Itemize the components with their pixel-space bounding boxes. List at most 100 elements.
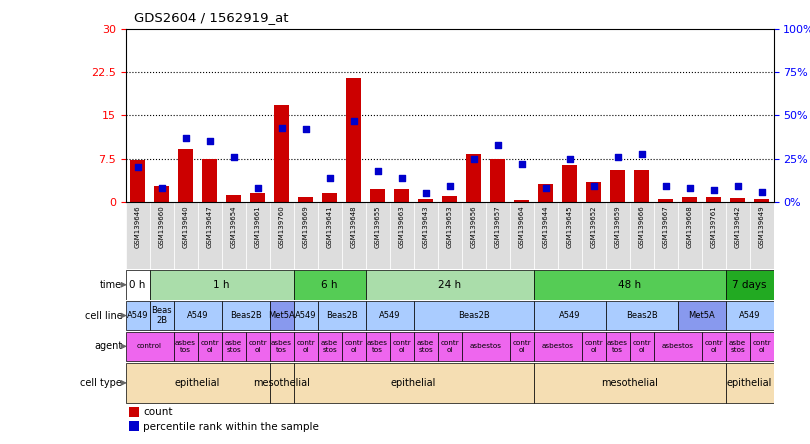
Text: GSM139669: GSM139669 — [303, 206, 309, 248]
Text: percentile rank within the sample: percentile rank within the sample — [143, 421, 319, 432]
Text: asbestos: asbestos — [542, 343, 573, 349]
Text: cell line: cell line — [84, 310, 122, 321]
Text: contr
ol: contr ol — [392, 340, 411, 353]
Point — [539, 185, 552, 192]
Bar — [726, 332, 749, 361]
Bar — [150, 301, 173, 330]
Text: Met5A: Met5A — [688, 311, 715, 320]
Text: 0 h: 0 h — [130, 280, 146, 290]
Bar — [749, 332, 774, 361]
Text: A549: A549 — [187, 311, 208, 320]
Point — [755, 188, 768, 195]
Text: GSM139655: GSM139655 — [374, 206, 381, 248]
Text: asbe
stos: asbe stos — [321, 340, 339, 353]
Bar — [629, 202, 654, 270]
Text: GSM139663: GSM139663 — [399, 206, 404, 248]
Bar — [634, 170, 649, 202]
Text: cell type: cell type — [80, 378, 122, 388]
Bar — [437, 202, 462, 270]
Text: contr
ol: contr ol — [752, 340, 771, 353]
Bar — [275, 105, 288, 202]
Text: GSM139656: GSM139656 — [471, 206, 476, 248]
Bar — [390, 332, 414, 361]
Text: agent: agent — [94, 341, 122, 351]
Text: GSM139647: GSM139647 — [207, 206, 212, 248]
Text: A549: A549 — [739, 311, 761, 320]
Text: epithelial: epithelial — [175, 378, 220, 388]
Text: GSM139660: GSM139660 — [159, 206, 164, 248]
Bar — [442, 196, 457, 202]
Point — [443, 183, 456, 190]
Bar — [202, 159, 217, 202]
Bar — [557, 202, 582, 270]
Bar — [485, 202, 509, 270]
Text: count: count — [143, 407, 173, 417]
Bar — [582, 332, 606, 361]
Bar — [129, 421, 139, 432]
Bar — [226, 195, 241, 202]
Text: asbe
stos: asbe stos — [417, 340, 434, 353]
Text: 48 h: 48 h — [618, 280, 641, 290]
Text: contr
ol: contr ol — [248, 340, 267, 353]
Bar — [611, 170, 625, 202]
Bar — [129, 407, 139, 417]
Text: GSM139640: GSM139640 — [182, 206, 189, 248]
Bar — [726, 270, 774, 300]
Text: asbestos: asbestos — [662, 343, 693, 349]
Point — [179, 135, 192, 142]
Bar — [682, 198, 697, 202]
Text: contr
ol: contr ol — [632, 340, 651, 353]
Text: Beas2B: Beas2B — [230, 311, 262, 320]
Bar — [173, 301, 222, 330]
Bar — [462, 202, 485, 270]
Text: mesothelial: mesothelial — [601, 378, 658, 388]
Bar — [126, 363, 270, 403]
Bar — [365, 270, 534, 300]
Point — [635, 150, 648, 157]
Bar — [347, 78, 360, 202]
Bar — [726, 301, 774, 330]
Bar — [534, 202, 557, 270]
Text: GSM139649: GSM139649 — [758, 206, 765, 248]
Text: GSM139644: GSM139644 — [543, 206, 548, 248]
Bar — [606, 202, 629, 270]
Bar — [245, 332, 270, 361]
Bar — [539, 183, 552, 202]
Bar — [293, 332, 318, 361]
Bar — [270, 301, 293, 330]
Bar — [437, 332, 462, 361]
Bar — [629, 332, 654, 361]
Text: asbe
stos: asbe stos — [225, 340, 242, 353]
Bar — [198, 202, 222, 270]
Bar — [298, 198, 313, 202]
Text: Beas2B: Beas2B — [326, 311, 357, 320]
Bar — [245, 202, 270, 270]
Bar — [150, 202, 173, 270]
Text: contr
ol: contr ol — [296, 340, 315, 353]
Text: A549: A549 — [379, 311, 400, 320]
Bar — [514, 200, 529, 202]
Bar — [222, 301, 270, 330]
Point — [227, 154, 240, 161]
Bar — [659, 199, 673, 202]
Text: 6 h: 6 h — [322, 280, 338, 290]
Text: GSM139668: GSM139668 — [687, 206, 693, 248]
Bar — [126, 202, 150, 270]
Bar — [322, 194, 337, 202]
Text: Met5A: Met5A — [268, 311, 295, 320]
Point — [275, 124, 288, 131]
Text: epithelial: epithelial — [391, 378, 437, 388]
Bar — [126, 270, 150, 300]
Bar — [173, 332, 198, 361]
Text: contr
ol: contr ol — [704, 340, 723, 353]
Bar — [462, 332, 509, 361]
Bar — [293, 270, 365, 300]
Text: contr
ol: contr ol — [584, 340, 603, 353]
Text: GSM139664: GSM139664 — [518, 206, 525, 248]
Point — [491, 141, 504, 148]
Text: contr
ol: contr ol — [440, 340, 459, 353]
Text: GSM139760: GSM139760 — [279, 206, 284, 248]
Bar — [270, 363, 293, 403]
Bar — [126, 301, 150, 330]
Text: GSM139643: GSM139643 — [423, 206, 428, 248]
